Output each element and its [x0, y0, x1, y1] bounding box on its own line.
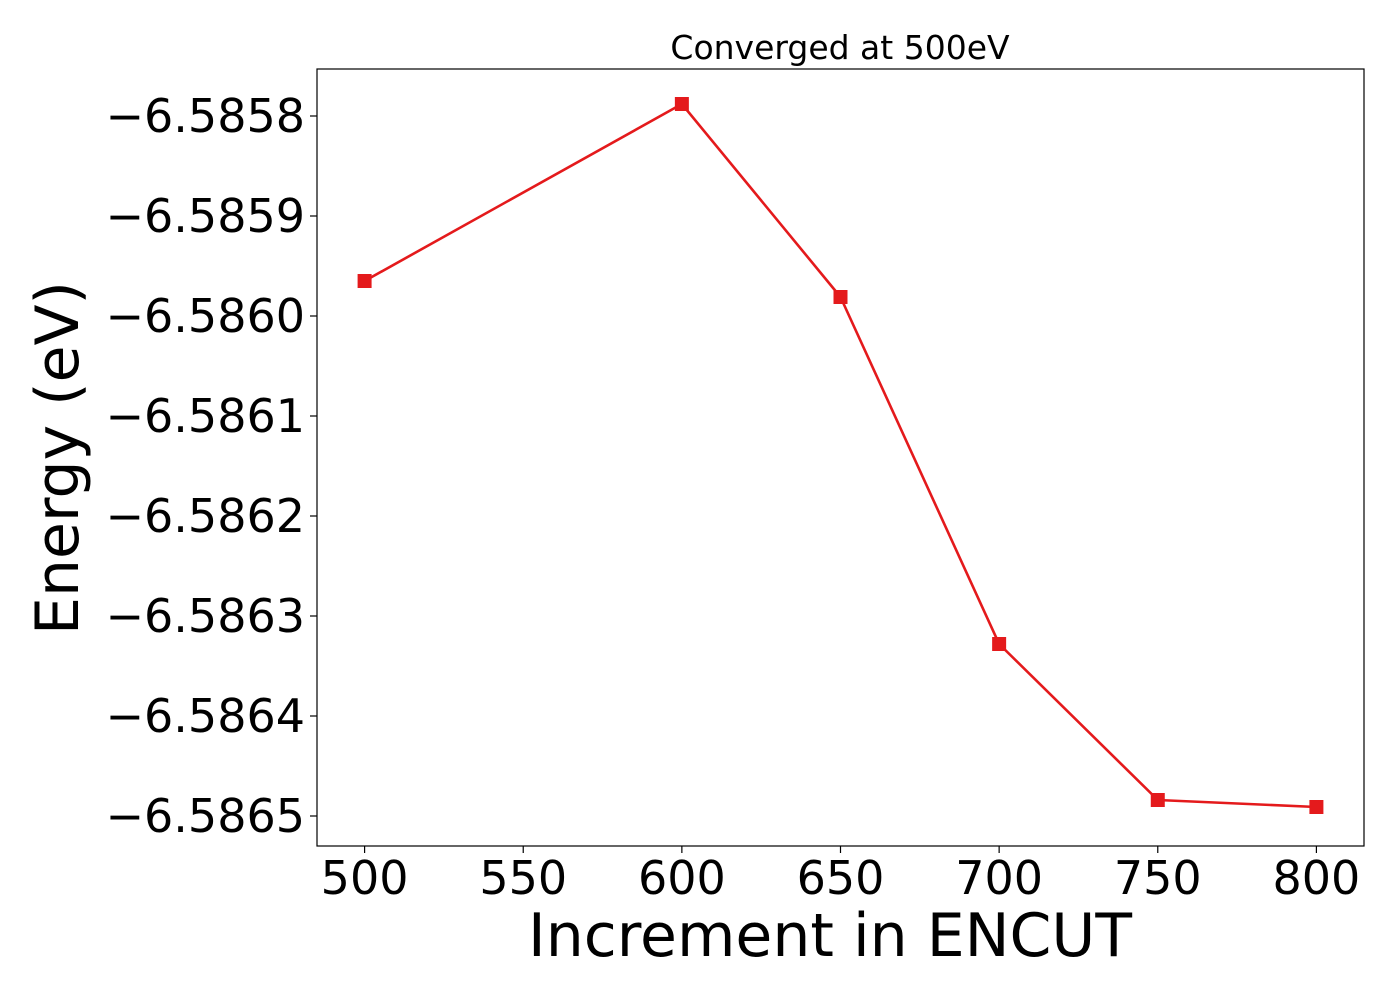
chart-title: Converged at 500eV — [670, 28, 1010, 67]
series-line — [363, 102, 1317, 809]
y-tick-label: −6.5862 — [106, 489, 306, 543]
data-point-marker — [674, 97, 689, 111]
data-point-marker — [1309, 800, 1324, 814]
y-tick-label: −6.5860 — [106, 289, 306, 343]
data-point-marker — [992, 637, 1007, 651]
y-tick-label: −6.5865 — [106, 789, 306, 843]
x-axis-ticks: 500 550 600 650 700 750 800 — [321, 846, 1361, 905]
x-tick-label: 750 — [1114, 851, 1202, 905]
plot-area-frame — [316, 68, 1365, 847]
x-axis-title: Increment in ENCUT — [528, 901, 1132, 971]
y-tick-label: −6.5858 — [106, 89, 306, 143]
x-tick-label: 550 — [479, 851, 567, 905]
y-tick-label: −6.5859 — [106, 189, 306, 243]
data-point-marker — [357, 274, 372, 288]
data-point-marker — [1150, 793, 1165, 807]
x-tick-label: 650 — [797, 851, 885, 905]
x-tick-label: 800 — [1273, 851, 1361, 905]
y-tick-label: −6.5861 — [106, 389, 306, 443]
series-layer — [357, 97, 1324, 814]
x-tick-label: 700 — [955, 851, 1043, 905]
y-tick-label: −6.5863 — [106, 589, 306, 643]
y-axis-title: Energy (eV) — [23, 281, 93, 635]
data-point-marker — [833, 290, 848, 304]
y-axis-ticks: −6.5858 −6.5859 −6.5860 −6.5861 −6.5862 −6.58… — [106, 89, 317, 843]
x-tick-label: 500 — [321, 851, 409, 905]
y-tick-label: −6.5864 — [106, 689, 306, 743]
x-tick-label: 600 — [638, 851, 726, 905]
